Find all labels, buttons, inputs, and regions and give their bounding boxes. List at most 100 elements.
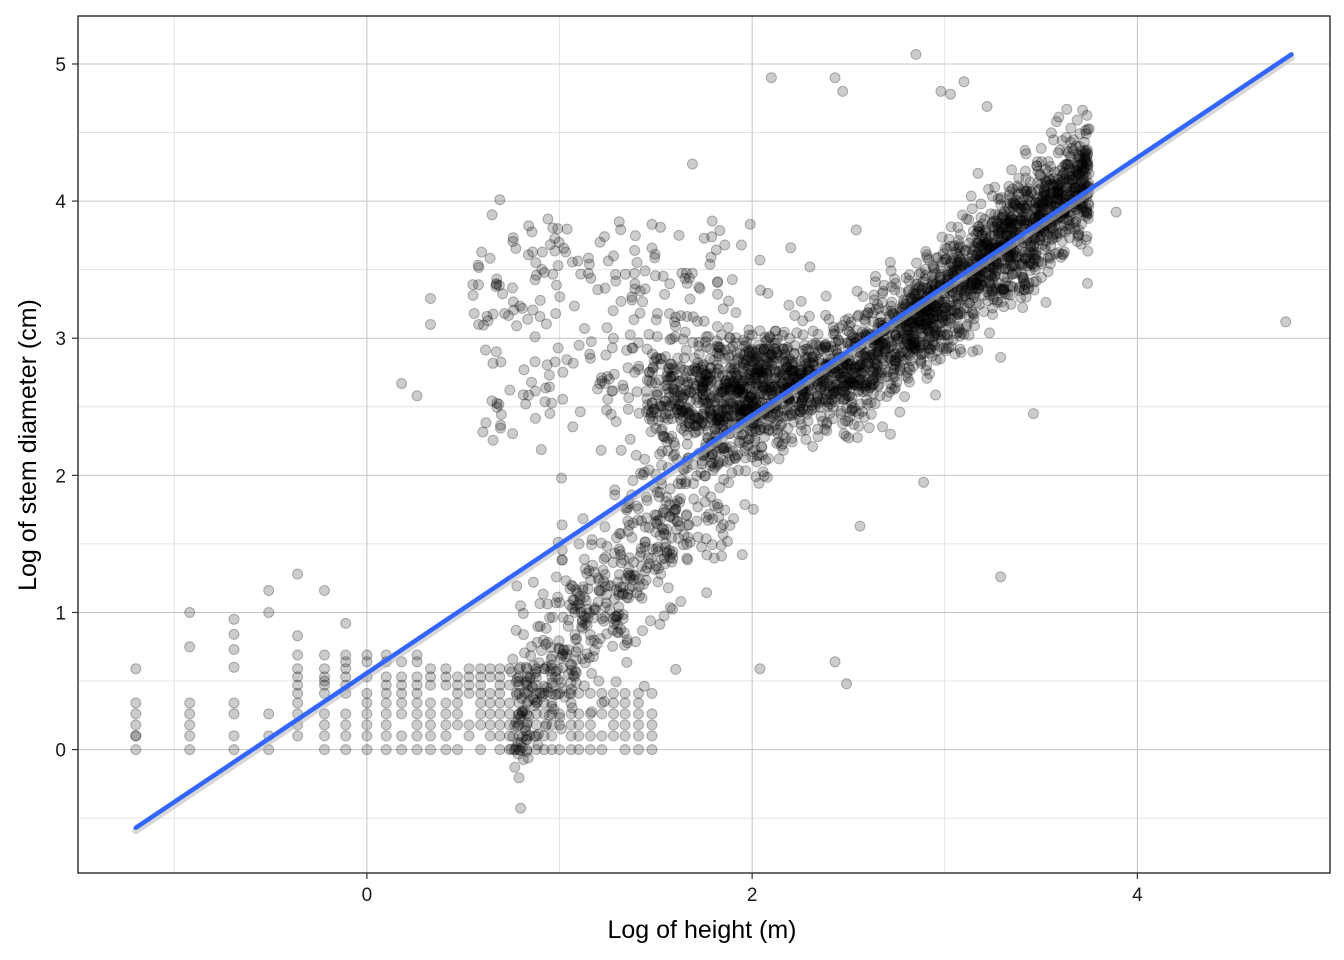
data-point [380, 744, 392, 756]
data-point [693, 397, 705, 409]
x-axis-title: Log of height (m) [608, 916, 797, 944]
data-point [513, 744, 525, 756]
data-point [319, 649, 330, 661]
data-point [468, 308, 480, 319]
data-point [527, 692, 539, 704]
data-point [944, 240, 956, 252]
data-point [507, 236, 519, 247]
data-point [781, 362, 793, 373]
data-point [992, 193, 1004, 205]
data-point [854, 359, 866, 371]
data-point [569, 665, 581, 677]
data-point [795, 369, 806, 381]
data-point [596, 372, 607, 384]
data-point [340, 663, 352, 675]
data-point [610, 614, 622, 626]
data-point [704, 451, 716, 463]
data-point [522, 685, 534, 697]
data-point [658, 400, 670, 412]
data-point [704, 460, 716, 472]
data-point [530, 687, 542, 699]
data-point [968, 309, 980, 321]
data-point [548, 703, 560, 715]
data-point [510, 687, 522, 699]
data-point [651, 509, 663, 521]
data-point [497, 288, 509, 300]
data-point [739, 499, 751, 510]
data-point [1079, 145, 1091, 157]
data-point [700, 368, 712, 380]
data-point [1073, 169, 1084, 181]
data-point [762, 346, 774, 358]
data-point [712, 414, 724, 426]
data-point [924, 343, 936, 355]
data-point [939, 296, 951, 308]
data-point [513, 730, 525, 742]
data-point [628, 267, 640, 279]
data-point [565, 744, 577, 756]
data-point [675, 310, 687, 322]
data-point [807, 441, 819, 452]
data-point [1051, 116, 1062, 128]
data-point [761, 370, 773, 382]
data-point [521, 746, 533, 757]
data-point [564, 583, 576, 595]
data-point [543, 709, 555, 721]
data-point [981, 101, 993, 112]
data-point [665, 532, 677, 544]
data-point [915, 315, 927, 327]
data-point [972, 238, 984, 250]
data-point [622, 567, 634, 579]
data-point [608, 618, 620, 630]
data-point [998, 221, 1010, 233]
data-point [969, 320, 980, 332]
data-point [581, 568, 593, 579]
data-point [652, 541, 664, 553]
data-point [691, 315, 703, 327]
data-point [631, 386, 643, 398]
data-point [1008, 259, 1020, 271]
data-point [692, 531, 704, 543]
data-point [714, 341, 726, 353]
data-point [568, 300, 580, 312]
data-point [586, 706, 598, 718]
data-point [570, 646, 582, 658]
data-point [545, 659, 557, 671]
data-point [646, 242, 658, 254]
data-point [763, 424, 775, 435]
data-point [688, 387, 700, 399]
data-point [696, 458, 708, 470]
data-point [843, 375, 855, 387]
data-point [525, 650, 537, 662]
data-point [380, 730, 392, 742]
data-point [749, 432, 761, 444]
data-point [425, 671, 436, 683]
data-point [411, 649, 423, 661]
data-point [520, 661, 532, 673]
data-point [473, 262, 485, 273]
data-point [724, 441, 736, 453]
data-point [867, 307, 879, 319]
data-point [583, 652, 595, 664]
data-point [622, 515, 634, 527]
data-point [625, 570, 637, 582]
data-point [510, 242, 522, 254]
data-point [731, 400, 743, 412]
data-point [565, 683, 577, 695]
data-point [681, 277, 693, 289]
data-point [739, 404, 751, 415]
data-point [767, 411, 778, 423]
data-point [550, 671, 561, 683]
data-point [722, 447, 734, 458]
data-point [581, 648, 593, 660]
data-point [582, 268, 594, 279]
data-point [577, 513, 589, 525]
y-tick-label: 1 [55, 603, 66, 624]
data-point [292, 663, 304, 675]
data-point [494, 687, 506, 699]
data-point [524, 671, 536, 683]
data-point [507, 730, 519, 742]
data-point [608, 708, 619, 720]
data-point [396, 679, 408, 691]
data-point [1083, 123, 1095, 135]
